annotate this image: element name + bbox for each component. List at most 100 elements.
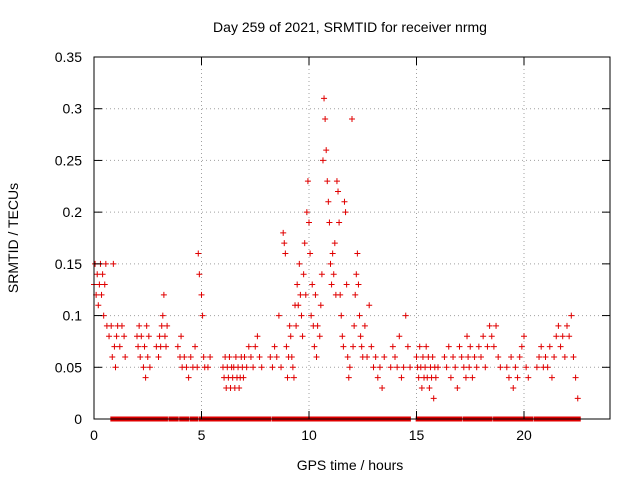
data-point <box>572 374 579 381</box>
data-point <box>157 343 164 350</box>
data-point <box>299 333 306 340</box>
data-point <box>352 291 359 298</box>
data-point <box>343 281 350 288</box>
data-point <box>423 343 430 350</box>
data-point <box>318 271 325 278</box>
data-point <box>121 333 128 340</box>
data-point <box>340 343 347 350</box>
data-point <box>464 333 471 340</box>
data-point <box>465 353 472 360</box>
y-tick-label: 0.05 <box>55 359 82 375</box>
data-point <box>178 333 185 340</box>
data-point <box>136 322 143 329</box>
data-point <box>342 209 349 216</box>
data-point <box>435 364 441 371</box>
data-point <box>396 333 403 340</box>
data-point <box>289 364 296 371</box>
data-point <box>96 281 103 288</box>
data-point <box>164 322 171 329</box>
data-point <box>351 322 358 329</box>
data-point <box>313 353 320 360</box>
data-point <box>140 364 147 371</box>
data-point <box>557 343 564 350</box>
data-point <box>445 343 452 350</box>
data-point <box>146 364 153 371</box>
data-point <box>145 333 152 340</box>
data-point <box>287 333 294 340</box>
data-point <box>419 353 426 360</box>
data-point <box>516 353 523 360</box>
data-point <box>570 353 577 360</box>
data-point <box>394 364 401 371</box>
data-point <box>102 260 109 267</box>
data-point <box>159 312 166 319</box>
data-point <box>538 343 545 350</box>
data-point <box>404 343 411 350</box>
data-point <box>309 281 316 288</box>
data-point <box>415 374 422 381</box>
data-point <box>143 322 150 329</box>
data-point <box>559 333 566 340</box>
data-point <box>322 116 329 123</box>
data-point <box>254 333 261 340</box>
data-point <box>111 343 118 350</box>
data-point <box>510 384 517 391</box>
data-point <box>185 374 192 381</box>
data-point <box>250 364 257 371</box>
y-tick-label: 0.3 <box>63 101 83 117</box>
data-point <box>293 322 300 329</box>
data-point <box>194 364 201 371</box>
data-point <box>286 322 293 329</box>
data-point <box>301 240 308 247</box>
x-tick-label: 20 <box>516 427 532 443</box>
data-point <box>141 343 148 350</box>
data-point <box>294 281 301 288</box>
data-point <box>518 343 525 350</box>
x-tick-label: 10 <box>301 427 317 443</box>
data-point <box>361 322 368 329</box>
x-tick-label: 5 <box>198 427 206 443</box>
data-point <box>372 353 379 360</box>
data-point <box>512 364 519 371</box>
data-point <box>370 364 377 371</box>
data-point <box>258 364 265 371</box>
data-point <box>480 333 487 340</box>
data-point <box>181 353 188 360</box>
data-point <box>561 353 568 360</box>
data-point <box>174 343 181 350</box>
data-point <box>163 343 170 350</box>
data-point <box>337 291 344 298</box>
data-point <box>98 291 105 298</box>
data-point <box>338 312 345 319</box>
data-point <box>110 260 117 267</box>
data-point <box>155 353 162 360</box>
data-point <box>296 260 303 267</box>
data-point <box>241 353 248 360</box>
data-point <box>331 240 338 247</box>
data-point <box>392 353 398 360</box>
data-point <box>443 364 450 371</box>
data-point <box>329 250 336 257</box>
data-point <box>192 343 199 350</box>
data-point <box>275 312 282 319</box>
data-point <box>302 291 309 298</box>
data-point <box>447 374 454 381</box>
data-point <box>183 364 190 371</box>
data-point <box>432 374 439 381</box>
data-point <box>324 178 331 185</box>
data-point <box>450 353 457 360</box>
data-point <box>187 353 194 360</box>
data-point <box>196 271 203 278</box>
data-point <box>354 250 361 257</box>
y-tick-labels: 0 0.05 0.1 0.15 0.2 0.25 0.3 0.35 <box>55 49 82 427</box>
data-point <box>298 312 305 319</box>
data-point <box>95 302 102 309</box>
data-point <box>568 312 575 319</box>
data-points <box>91 95 581 422</box>
data-point <box>544 364 551 371</box>
data-point <box>366 302 373 309</box>
data-point <box>156 333 163 340</box>
x-tick-label: 0 <box>90 427 98 443</box>
data-point <box>295 302 302 309</box>
